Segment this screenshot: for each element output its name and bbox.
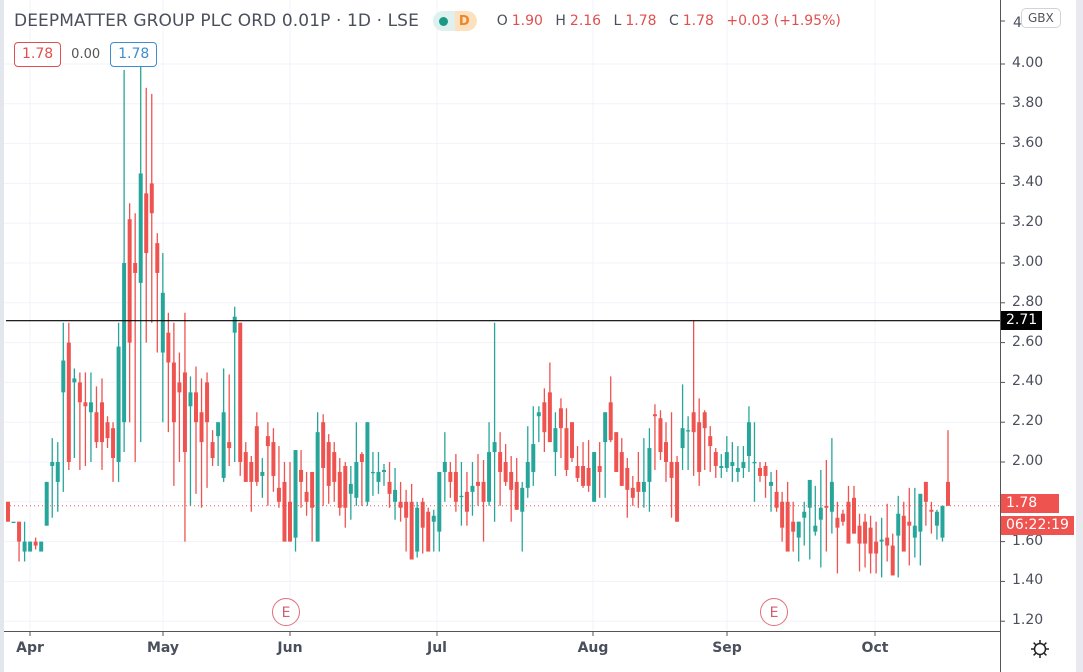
right-edge [1076, 0, 1083, 672]
axis-ticks [29, 20, 1005, 636]
price-tick-label: 3.80 [1012, 94, 1044, 111]
price-tick-label: 2.40 [1012, 373, 1044, 390]
hline-price-badge: 2.71 [1001, 311, 1043, 330]
change-value: +0.03 (+1.95%) [726, 13, 841, 29]
month-label-oct: Oct [861, 640, 889, 656]
high-value: 2.16 [569, 13, 602, 29]
price-tick-label: 3.20 [1012, 214, 1044, 231]
grid [4, 0, 1000, 631]
settings-gear-icon[interactable] [1030, 639, 1050, 659]
spread-value: 0.00 [71, 47, 101, 62]
price-tick-partial: 4 [1013, 15, 1022, 31]
month-label-may: May [146, 640, 180, 656]
bar-countdown-badge: 06:22:19 [1001, 516, 1074, 535]
price-tick-label: 1.60 [1012, 532, 1044, 549]
price-tick-label: 3.60 [1012, 134, 1044, 151]
price-tick-label: 3.00 [1012, 254, 1044, 270]
price-tick-label: 3.40 [1012, 174, 1044, 191]
candles [6, 64, 950, 578]
earnings-marker-jun[interactable]: E [272, 598, 300, 626]
symbol-title[interactable]: DEEPMATTER GROUP PLC ORD 0.01P · 1D · LS… [14, 11, 419, 31]
month-label-apr: Apr [16, 640, 44, 656]
price-tick-label: 2.00 [1012, 453, 1044, 469]
price-tick-label: 4.00 [1012, 55, 1044, 71]
earnings-marker-sep[interactable]: E [760, 598, 788, 626]
price-tick-label: 2.60 [1012, 333, 1044, 350]
market-status[interactable]: D [432, 11, 477, 31]
open-value: 1.90 [511, 13, 543, 29]
currency-badge[interactable]: GBX [1021, 8, 1061, 28]
price-tick-label: 2.80 [1012, 293, 1044, 310]
buy-price-button[interactable]: 1.78 [110, 42, 158, 67]
price-tick-label: 1.40 [1012, 572, 1044, 589]
market-open-dot-icon [439, 16, 449, 26]
low-value: 1.78 [625, 13, 657, 29]
month-label-jul: Jul [427, 640, 447, 656]
left-edge [0, 0, 4, 672]
month-label-aug: Aug [577, 640, 609, 656]
chart-legend: DEEPMATTER GROUP PLC ORD 0.01P · 1D · LS… [14, 9, 845, 33]
ohlc-values: O 1.90 H 2.16 L 1.78 C 1.78 +0.03 (+1.95%) [496, 13, 841, 29]
price-tick-label: 1.20 [1012, 612, 1044, 629]
price-tick-label: 2.20 [1012, 413, 1044, 430]
sell-price-button[interactable]: 1.78 [14, 42, 62, 67]
month-label-jun: Jun [277, 640, 303, 656]
last-price-badge: 1.78 [1001, 494, 1060, 513]
bid-ask-row: 1.78 0.00 1.78 [14, 42, 158, 67]
delayed-badge: D [454, 11, 477, 31]
close-value: 1.78 [682, 13, 714, 29]
month-label-sep: Sep [712, 640, 742, 656]
